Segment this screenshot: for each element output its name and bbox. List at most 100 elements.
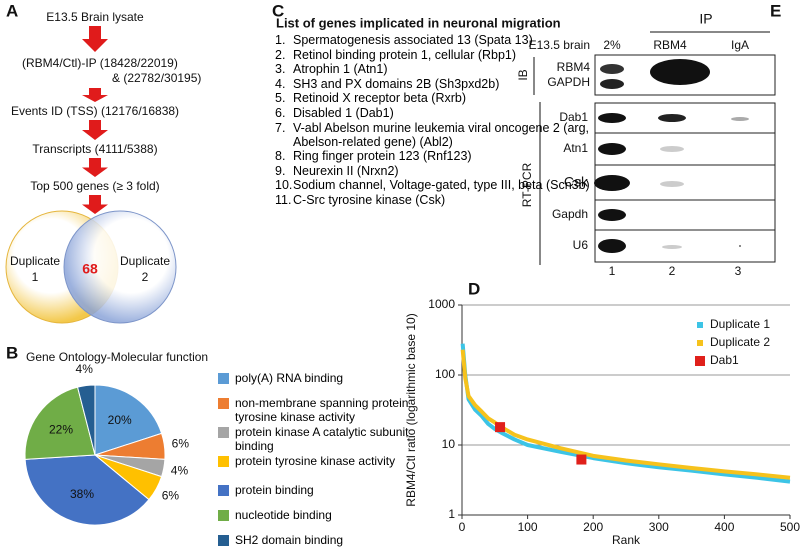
value-label: 4% <box>76 362 94 376</box>
data-point <box>576 454 587 465</box>
blot-frames <box>594 102 776 263</box>
flow-step: (RBM4/Ctl)-IP (18428/22019) <box>22 56 178 70</box>
legend-label: nucleotide binding <box>235 508 332 522</box>
flow-step: Top 500 genes (≥ 3 fold) <box>30 179 159 193</box>
value-label: 6% <box>162 489 180 503</box>
x-tick-label: 200 <box>583 520 603 534</box>
blot-row-label: U6 <box>573 238 589 252</box>
legend-swatch <box>218 485 229 496</box>
flow-step: E13.5 Brain lysate <box>46 10 144 24</box>
blot-row-label: GAPDH <box>547 75 590 89</box>
item-text: Sodium channel, Voltage-gated, type III,… <box>293 178 590 193</box>
venn-label: Duplicate <box>120 254 170 268</box>
list-item: 9. Neurexin II (Nrxn2) <box>275 164 623 178</box>
value-label: 4% <box>171 463 189 477</box>
blot-row-label: Csk <box>564 174 589 190</box>
item-number: 8. <box>275 149 286 164</box>
flow-step: & (22782/30195) <box>112 71 201 85</box>
x-tick-label: 500 <box>780 520 800 534</box>
ip-label: IP <box>699 11 712 27</box>
item-text: Ring finger protein 123 (Rnf123) <box>293 149 472 164</box>
blot-row-label: RBM4 <box>557 60 591 74</box>
item-text: Atrophin 1 (Atn1) <box>293 62 388 77</box>
band <box>650 59 710 85</box>
value-label: 6% <box>172 436 190 450</box>
list-item: 4. SH3 and PX domains 2B (Sh3pxd2b) <box>275 77 623 91</box>
rt-label: RT-PCR <box>520 162 534 207</box>
legend-label: non-membrane spanning protein tyrosine k… <box>235 396 409 424</box>
legend-swatch <box>218 535 229 546</box>
list-item: 11. C-Src tyrosine kinase (Csk) <box>275 193 623 207</box>
ib-label: IB <box>516 69 530 80</box>
legend-swatch <box>218 373 229 384</box>
item-text: Retinol binding protein 1, cellular (Rbp… <box>293 47 517 62</box>
item-text: C-Src tyrosine kinase (Csk) <box>293 193 446 207</box>
data-line <box>460 349 791 480</box>
pie-slice <box>24 386 96 460</box>
panel-label: B <box>6 343 18 362</box>
legend-label: Duplicate 2 <box>710 335 770 349</box>
item-number: 7. <box>275 120 286 135</box>
blot-row-label: Dab1 <box>559 110 588 124</box>
legend-label: protein tyrosine kinase activity <box>235 454 396 468</box>
arrow <box>82 158 108 177</box>
item-text: Spermatogenesis associated 13 (Spata 13) <box>293 33 533 47</box>
legend-swatch <box>218 510 229 521</box>
list-item: 2. Retinol binding protein 1, cellular (R… <box>275 48 623 62</box>
item-number: 3. <box>275 62 286 77</box>
x-tick-label: 0 <box>459 520 466 534</box>
value-label: 38% <box>70 487 94 501</box>
panel-label: A <box>6 1 18 20</box>
legend-label: SH2 domain binding <box>235 533 344 547</box>
venn-label: 2 <box>142 270 149 284</box>
item-text: SH3 and PX domains 2B (Sh3pxd2b) <box>293 76 500 91</box>
list-title: List of genes implicated in neuronal mig… <box>276 15 561 30</box>
panel-label: E <box>770 1 781 20</box>
venn-overlap: 68 <box>82 261 98 277</box>
y-axis-label: RBM4/Ctl ratio (logarithmic base 10) <box>404 313 418 506</box>
legend-swatch <box>218 398 229 409</box>
legend-label: Dab1 <box>710 353 739 367</box>
item-text: Retinoid X receptor beta (Rxrb) <box>293 91 466 106</box>
x-axis-label: Rank <box>612 533 641 547</box>
list-item: 3. Atrophin 1 (Atn1) <box>275 62 623 76</box>
data-point <box>495 422 506 433</box>
lane-label: RBM4 <box>653 38 687 52</box>
legend-marker <box>697 322 703 328</box>
pie-slice <box>76 384 96 456</box>
legend-label: protein kinase A catalytic subunit bindi… <box>235 425 409 453</box>
item-number: 10. <box>275 178 293 193</box>
x-tick-label: 400 <box>714 520 734 534</box>
item-number: 6. <box>275 106 286 120</box>
chart-title: Gene Ontology-Molecular function <box>26 350 208 364</box>
legend-label: poly(A) RNA binding <box>235 371 344 385</box>
panel-label: C <box>272 1 284 20</box>
band <box>600 79 624 89</box>
item-text: V-abl Abelson murine leukemia viral onco… <box>293 120 590 149</box>
lane-label: 2% <box>603 38 621 52</box>
list-item: 5. Retinoid X receptor beta (Rxrb) <box>275 91 623 105</box>
legend-label: protein binding <box>235 483 314 497</box>
band <box>600 64 624 74</box>
item-number: 2. <box>275 47 286 62</box>
item-number: 1. <box>275 33 286 47</box>
blot-row-label: Gapdh <box>552 207 588 221</box>
x-tick-label: 100 <box>518 520 538 534</box>
legend-swatch <box>218 456 229 467</box>
y-tick-label: 1000 <box>428 297 455 311</box>
item-text: Neurexin II (Nrxn2) <box>293 163 399 178</box>
sample-label: E13.5 brain <box>529 38 590 52</box>
flow-step: Transcripts (4111/5388) <box>32 142 157 156</box>
x-tick-label: 300 <box>649 520 669 534</box>
lane-number: 3 <box>735 264 742 278</box>
legend-marker <box>697 340 703 346</box>
lane-number: 1 <box>609 264 616 278</box>
item-number: 4. <box>275 76 286 91</box>
y-tick-label: 1 <box>448 507 455 521</box>
venn-label: Duplicate <box>10 254 60 268</box>
bands <box>594 113 749 253</box>
item-number: 5. <box>275 91 286 106</box>
item-number: 9. <box>275 163 286 178</box>
value-label: 20% <box>108 413 132 427</box>
